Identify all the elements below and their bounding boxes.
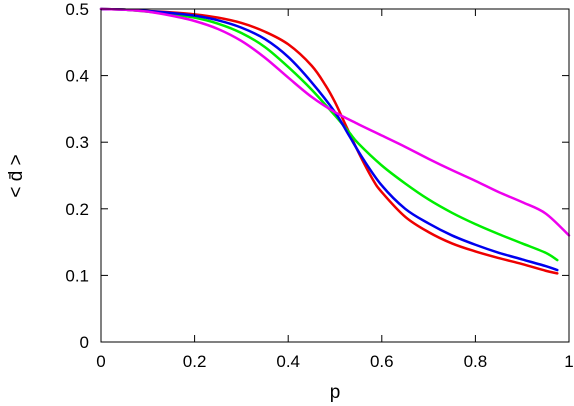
y-tick-label: 0.4: [65, 67, 89, 86]
x-axis-label: p: [330, 382, 341, 403]
series-line-4: [99, 7, 571, 237]
x-tick-label: 0: [96, 352, 105, 371]
series-line-1: [99, 7, 559, 275]
x-tick-label: 1: [564, 352, 573, 371]
plot-frame: [100, 8, 570, 343]
series-layer: [99, 7, 571, 275]
series-line-2: [99, 7, 559, 262]
y-axis: 0 0.1 0.2 0.3 0.4 0.5: [65, 0, 569, 352]
series-line-3: [99, 7, 559, 272]
x-tick-label: 0.6: [370, 352, 394, 371]
y-tick-label: 0.2: [65, 200, 89, 219]
y-tick-label: 0.5: [65, 0, 89, 19]
x-axis: 0 0.2 0.4 0.6 0.8 1: [96, 9, 574, 371]
x-tick-label: 0.2: [183, 352, 207, 371]
y-tick-label: 0.1: [65, 266, 89, 285]
x-tick-label: 0.4: [276, 352, 300, 371]
x-tick-label: 0.8: [464, 352, 488, 371]
y-tick-label: 0.3: [65, 133, 89, 152]
y-tick-label: 0: [80, 333, 89, 352]
y-axis-label: < d̄ >: [6, 154, 27, 197]
